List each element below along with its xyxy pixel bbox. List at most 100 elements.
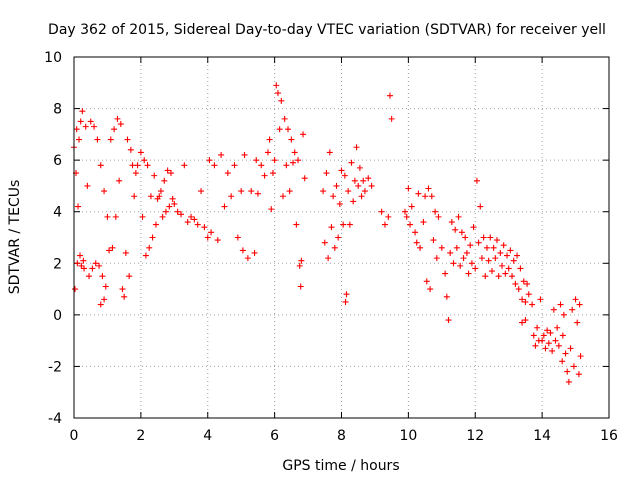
y-tick-label: 10 [44, 50, 62, 66]
plot-frame [73, 56, 610, 419]
data-point [144, 162, 151, 169]
data-point [333, 182, 340, 189]
data-point [435, 213, 442, 220]
data-point [443, 293, 450, 300]
data-point [345, 188, 352, 195]
data-point [131, 193, 138, 200]
data-point [107, 136, 114, 143]
data-point [198, 188, 205, 195]
data-point [328, 224, 335, 231]
data-point [288, 136, 295, 143]
data-point [122, 249, 129, 256]
data-point [101, 296, 108, 303]
x-tick-label: 6 [270, 428, 279, 444]
data-point [407, 221, 414, 228]
data-point [268, 206, 275, 213]
data-point [266, 136, 273, 143]
data-point [520, 278, 527, 285]
data-point [540, 332, 547, 339]
x-tick-label: 0 [70, 428, 79, 444]
x-tick-label: 4 [203, 428, 212, 444]
data-point [231, 162, 238, 169]
data-point [157, 188, 164, 195]
data-point [194, 221, 201, 228]
data-point [134, 162, 141, 169]
data-point [365, 175, 372, 182]
data-point [467, 242, 474, 249]
data-point [214, 237, 221, 244]
data-point [331, 244, 338, 251]
data-point [504, 252, 511, 259]
data-point [75, 203, 82, 210]
data-point [457, 262, 464, 269]
data-point [340, 221, 347, 228]
data-point [191, 216, 198, 223]
data-point [550, 306, 557, 313]
x-tick-label: 12 [466, 428, 484, 444]
data-point [141, 157, 148, 164]
data-point [417, 244, 424, 251]
data-point [560, 311, 567, 318]
data-point [273, 82, 280, 89]
data-point [385, 213, 392, 220]
data-point [184, 219, 191, 226]
data-point [286, 188, 293, 195]
data-point [515, 286, 522, 293]
data-point [463, 249, 470, 256]
y-axis-label: SDTVAR / TECUs [7, 180, 23, 295]
data-point [346, 221, 353, 228]
data-point [423, 278, 430, 285]
data-point [532, 342, 539, 349]
data-point [415, 190, 422, 197]
data-point [89, 265, 96, 272]
y-tick-label: -2 [48, 359, 62, 375]
data-point [458, 229, 465, 236]
data-point [368, 182, 375, 189]
data-point [73, 126, 80, 133]
data-point [336, 200, 343, 207]
data-point [348, 159, 355, 166]
data-point [127, 146, 134, 153]
data-point [432, 208, 439, 215]
data-point [321, 239, 328, 246]
x-tick-label: 10 [399, 428, 417, 444]
data-point [274, 90, 281, 97]
data-point [121, 293, 128, 300]
data-point [326, 149, 333, 156]
x-tick-label: 8 [337, 428, 346, 444]
data-point [281, 115, 288, 122]
data-point [514, 252, 521, 259]
data-point [487, 234, 494, 241]
data-point [178, 211, 184, 218]
data-point [323, 170, 330, 177]
data-point [188, 213, 195, 220]
data-point [296, 262, 303, 269]
data-point [279, 193, 286, 200]
data-point [425, 185, 432, 192]
data-point [204, 234, 211, 241]
data-point [545, 340, 552, 347]
data-point [522, 298, 529, 305]
data-point [505, 265, 512, 272]
data-point [96, 262, 103, 269]
data-point [537, 296, 544, 303]
data-point [477, 203, 484, 210]
data-point [512, 280, 519, 287]
data-point [488, 268, 495, 275]
grid [74, 57, 609, 418]
data-point [261, 172, 268, 179]
data-point [465, 270, 472, 277]
data-point [330, 193, 337, 200]
data-point [78, 262, 85, 269]
data-point [353, 144, 360, 151]
data-point [460, 255, 467, 262]
x-tick-label: 2 [136, 428, 145, 444]
data-point [361, 188, 368, 195]
data-point [239, 247, 246, 254]
data-point [525, 291, 532, 298]
x-tick-label: 16 [600, 428, 618, 444]
data-point [77, 252, 84, 259]
data-point [450, 260, 457, 267]
data-point [403, 213, 410, 220]
data-point [559, 332, 566, 339]
